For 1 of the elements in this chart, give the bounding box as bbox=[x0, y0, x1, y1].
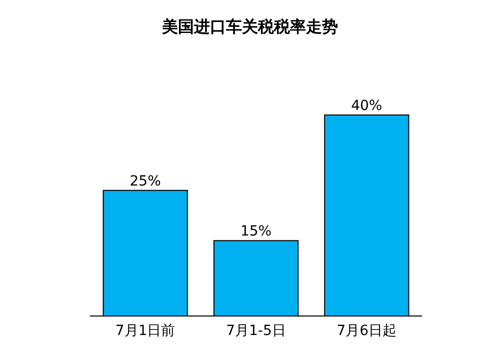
title: 美国进口车关税税率走势 bbox=[162, 17, 338, 36]
